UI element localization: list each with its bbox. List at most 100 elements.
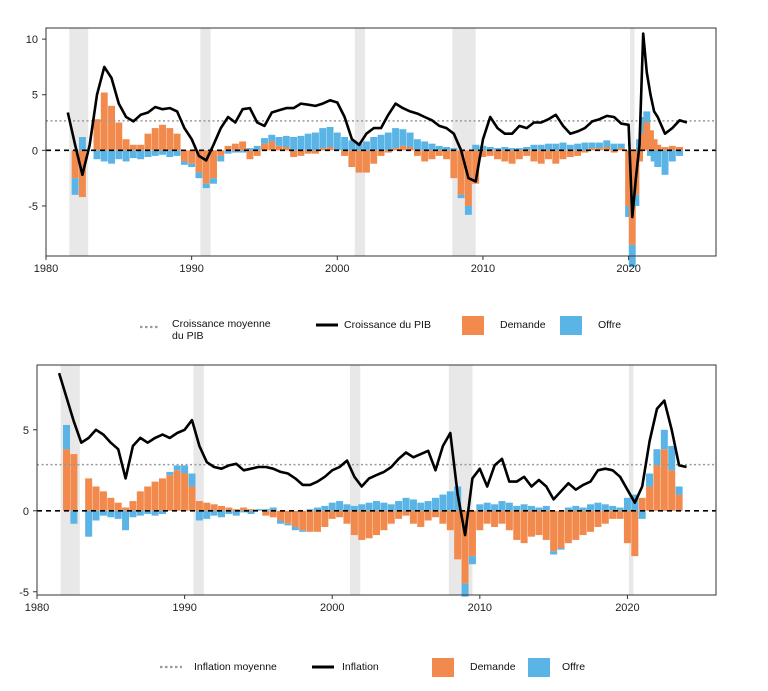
supply-bar: [203, 510, 211, 519]
supply-bar: [530, 144, 538, 151]
demand-bar: [107, 497, 115, 511]
demand-bar: [476, 510, 484, 531]
supply-bar: [114, 510, 122, 519]
supply-bar: [328, 502, 336, 511]
demand-bar: [625, 150, 633, 206]
demand-bar: [311, 150, 319, 154]
supply-bar: [579, 507, 587, 511]
supply-bar: [282, 135, 290, 148]
demand-bar: [306, 510, 314, 532]
supply-bar: [343, 504, 351, 511]
supply-bar: [406, 132, 414, 148]
demand-bar: [268, 141, 276, 151]
supply-bar: [566, 144, 574, 151]
supply-bar: [476, 504, 484, 511]
supply-bar: [435, 145, 443, 151]
legend-supply-label: Offre: [562, 661, 585, 673]
x-tick-label: 1980: [25, 602, 49, 614]
supply-bar: [498, 501, 506, 511]
demand-bar: [406, 147, 414, 151]
demand-bar: [224, 145, 232, 151]
supply-bar: [253, 145, 261, 151]
demand-bar: [71, 150, 79, 179]
demand-bar: [195, 501, 203, 511]
demand-bar: [581, 150, 589, 153]
supply-bar: [545, 143, 552, 151]
supply-bar: [557, 548, 565, 550]
legend-supply-swatch: [560, 316, 582, 335]
supply-bar: [574, 143, 582, 151]
legend-average-label: Inflation moyenne: [194, 661, 277, 673]
y-tick-label: 0: [23, 506, 29, 518]
demand-bar: [188, 486, 196, 511]
supply-bar: [129, 150, 137, 159]
supply-bar: [261, 138, 268, 144]
supply-bar: [181, 465, 189, 474]
supply-bar: [291, 526, 299, 531]
supply-bar: [107, 510, 115, 518]
demand-bar: [395, 510, 403, 519]
demand-bar: [564, 510, 572, 544]
supply-bar: [333, 132, 341, 151]
demand-bar: [424, 510, 432, 521]
x-tick-label: 2000: [325, 263, 349, 275]
supply-bar: [158, 510, 166, 515]
demand-bar: [328, 510, 336, 519]
demand-bar: [468, 510, 476, 557]
demand-bar: [122, 139, 130, 151]
demand-bar: [603, 147, 611, 151]
supply-bar: [513, 505, 521, 511]
demand-bar: [552, 150, 560, 164]
plot-frame: [36, 364, 717, 596]
demand-bar: [498, 510, 506, 524]
supply-bar: [166, 150, 174, 158]
demand-bar: [654, 144, 662, 151]
demand-bar: [350, 510, 358, 536]
inflation-legend: Inflation moyenne Inflation Demande Offr…: [160, 658, 585, 677]
demand-bar: [232, 509, 240, 511]
supply-bar: [625, 205, 633, 218]
supply-bar: [254, 509, 262, 511]
supply-bar: [284, 523, 292, 526]
demand-bar: [384, 150, 392, 153]
supply-bar: [461, 583, 469, 597]
legend-demand-swatch: [462, 316, 484, 335]
supply-bar: [262, 509, 270, 511]
supply-bar: [92, 510, 100, 521]
demand-bar: [443, 150, 451, 160]
supply-bar: [505, 502, 513, 511]
demand-bar: [439, 510, 447, 524]
recession-band: [193, 365, 204, 595]
legend-line-label: Inflation: [342, 661, 379, 673]
demand-bar: [277, 510, 285, 521]
supply-bar: [99, 510, 107, 516]
demand-bar: [115, 122, 123, 151]
supply-bar: [610, 143, 618, 151]
demand-bar: [675, 494, 683, 511]
series-line: [66, 32, 688, 219]
demand-bar: [616, 510, 624, 519]
y-tick-label: 5: [32, 90, 38, 102]
demand-bar: [218, 505, 226, 511]
supply-bar: [93, 150, 101, 160]
recession-band: [448, 365, 473, 595]
supply-bar: [210, 510, 218, 516]
demand-bar: [239, 141, 247, 151]
demand-bar: [159, 124, 166, 151]
demand-bar: [643, 122, 651, 151]
supply-bar: [78, 136, 86, 151]
series-line: [57, 372, 687, 537]
supply-bar: [217, 155, 225, 162]
demand-bar: [587, 510, 595, 532]
supply-bar: [70, 510, 78, 524]
demand-bar: [377, 150, 385, 156]
supply-bar: [559, 142, 567, 151]
supply-bar: [486, 147, 494, 151]
supply-bar: [572, 505, 580, 511]
demand-bar: [240, 507, 248, 511]
supply-bar: [632, 194, 640, 206]
demand-bar: [461, 510, 469, 584]
x-tick-label: 2020: [615, 602, 639, 614]
demand-bar: [299, 510, 307, 531]
supply-bar: [491, 504, 499, 511]
